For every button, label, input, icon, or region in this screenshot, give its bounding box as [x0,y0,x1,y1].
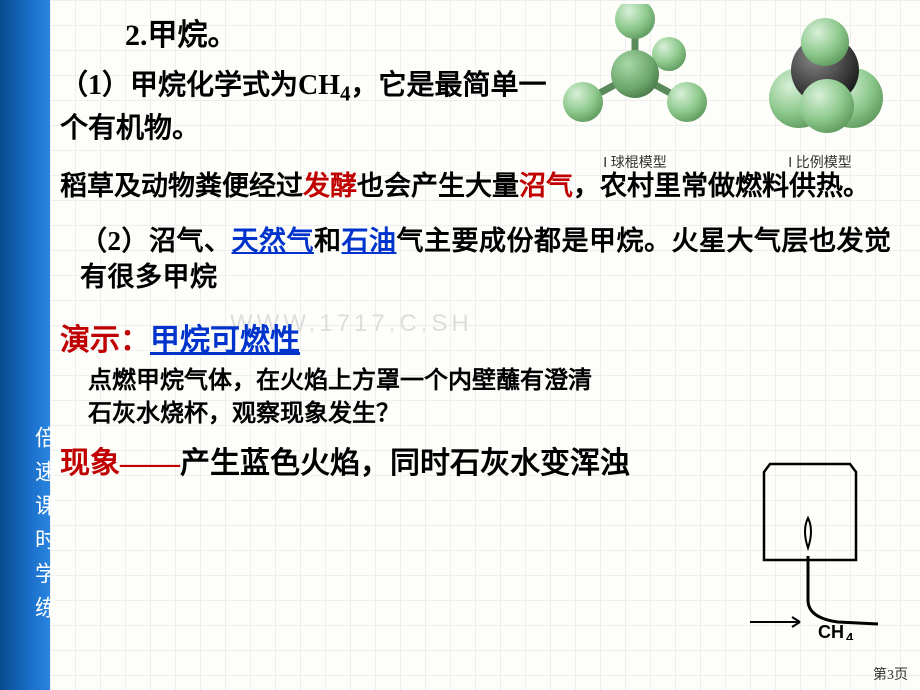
demo-label: 演示： [60,324,150,357]
result-text: 产生蓝色火焰，同时石灰水变浑浊 [180,447,630,480]
paragraph-3: （2）沼气、天然气和石油气主要成份都是甲烷。火星大气层也发觉有很多甲烷 [80,223,910,296]
link-natural-gas[interactable]: 天然气 [232,226,315,256]
p1-text1: （1）甲烷化学式为CH [60,70,340,101]
page-number: 第3页 [873,664,908,684]
paragraph-4: 点燃甲烷气体，在火焰上方罩一个内壁蘸有澄清石灰水烧杯，观察现象发生？ [88,365,608,430]
molecule-models: Ⅰ 球棍模型 Ⅰ 比例模型 [540,4,910,174]
molecule-svg [540,4,910,174]
result-label: 现象—— [60,447,180,480]
model-captions: Ⅰ 球棍模型 Ⅰ 比例模型 [540,152,910,172]
p1-sub: 4 [340,82,351,106]
p2-hl2: 沼气 [519,171,573,201]
p2-t3: ，农村里常做燃料供热。 [573,171,870,201]
experiment-svg: CH 4 [730,460,890,640]
paragraph-1: （1）甲烷化学式为CH4，它是最简单一个有机物。 [60,66,550,148]
p3-t2: 和 [314,226,342,256]
demo-link[interactable]: 甲烷可燃性 [150,324,300,357]
p3-t1: （2）沼气、 [80,226,232,256]
sidebar-label: 倍速课时学练 [10,426,60,630]
demo-title: 演示：甲烷可燃性 [60,315,910,359]
p2-t2: 也会产生大量 [357,171,519,201]
svg-text:CH: CH [818,622,844,640]
link-petroleum[interactable]: 石油 [342,226,397,256]
svg-text:4: 4 [846,630,854,640]
p2-hl1: 发酵 [303,171,357,201]
caption-space-fill: Ⅰ 比例模型 [730,152,910,172]
caption-ball-stick: Ⅰ 球棍模型 [540,152,730,172]
sidebar: 倍速课时学练 [0,0,50,690]
p2-t1: 稻草及动物粪便经过 [60,171,303,201]
experiment-figure: CH 4 [730,460,890,640]
